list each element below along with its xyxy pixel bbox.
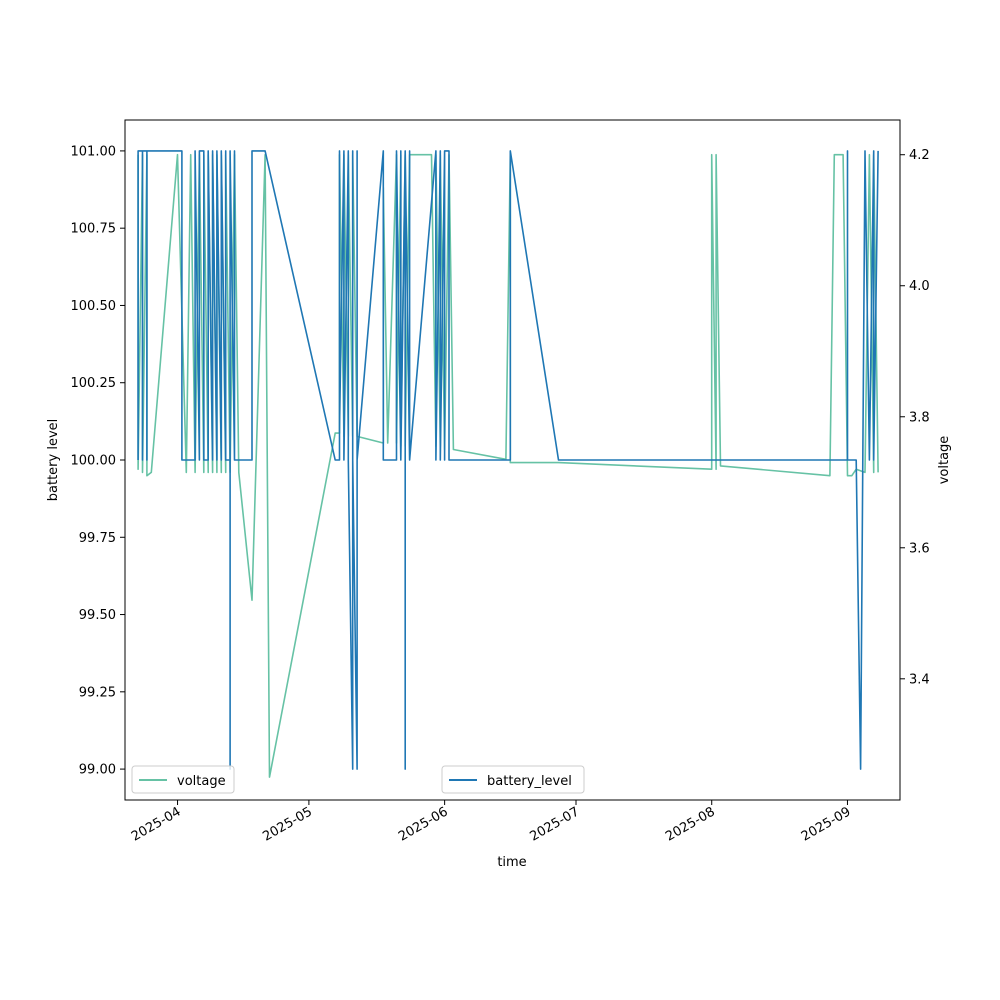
y-left-tick-label: 100.25 <box>71 376 117 391</box>
y-left-tick-label: 101.00 <box>71 144 117 159</box>
y-right-tick-label: 3.4 <box>909 672 930 687</box>
x-axis-label: time <box>497 855 526 870</box>
y-axis-left-label: battery level <box>46 419 61 502</box>
y-left-tick-label: 99.00 <box>79 763 116 778</box>
y-left-tick-label: 100.50 <box>71 299 117 314</box>
y-axis-right-label: voltage <box>937 436 952 485</box>
y-left-tick-label: 99.50 <box>79 608 116 623</box>
y-right-tick-label: 4.0 <box>909 279 930 294</box>
y-left-tick-label: 99.25 <box>79 685 116 700</box>
legend-voltage-box <box>131 765 235 794</box>
y-left-tick-label: 99.75 <box>79 531 116 546</box>
legend-battery-level-label: battery_level <box>487 774 572 789</box>
y-right-tick-label: 3.6 <box>909 541 930 556</box>
legend-battery-level-box <box>441 765 585 794</box>
y-axis-left: 99.00 99.25 99.50 99.75 100.00 100.25 100.50 10… <box>71 144 125 778</box>
y-left-tick-label: 100.00 <box>71 454 117 469</box>
legend-voltage: voltage <box>131 765 235 794</box>
y-left-tick-label: 100.75 <box>71 222 117 237</box>
series-line-battery-level <box>137 150 879 770</box>
y-right-tick-label: 3.8 <box>909 410 930 425</box>
y-right-tick-label: 4.2 <box>909 148 930 163</box>
y-axis-right: 3.4 3.6 3.8 4.0 4.2 <box>900 148 930 687</box>
legend-battery-level: battery_level <box>441 765 585 794</box>
series-layer <box>137 150 879 778</box>
legend-voltage-label: voltage <box>177 774 226 789</box>
